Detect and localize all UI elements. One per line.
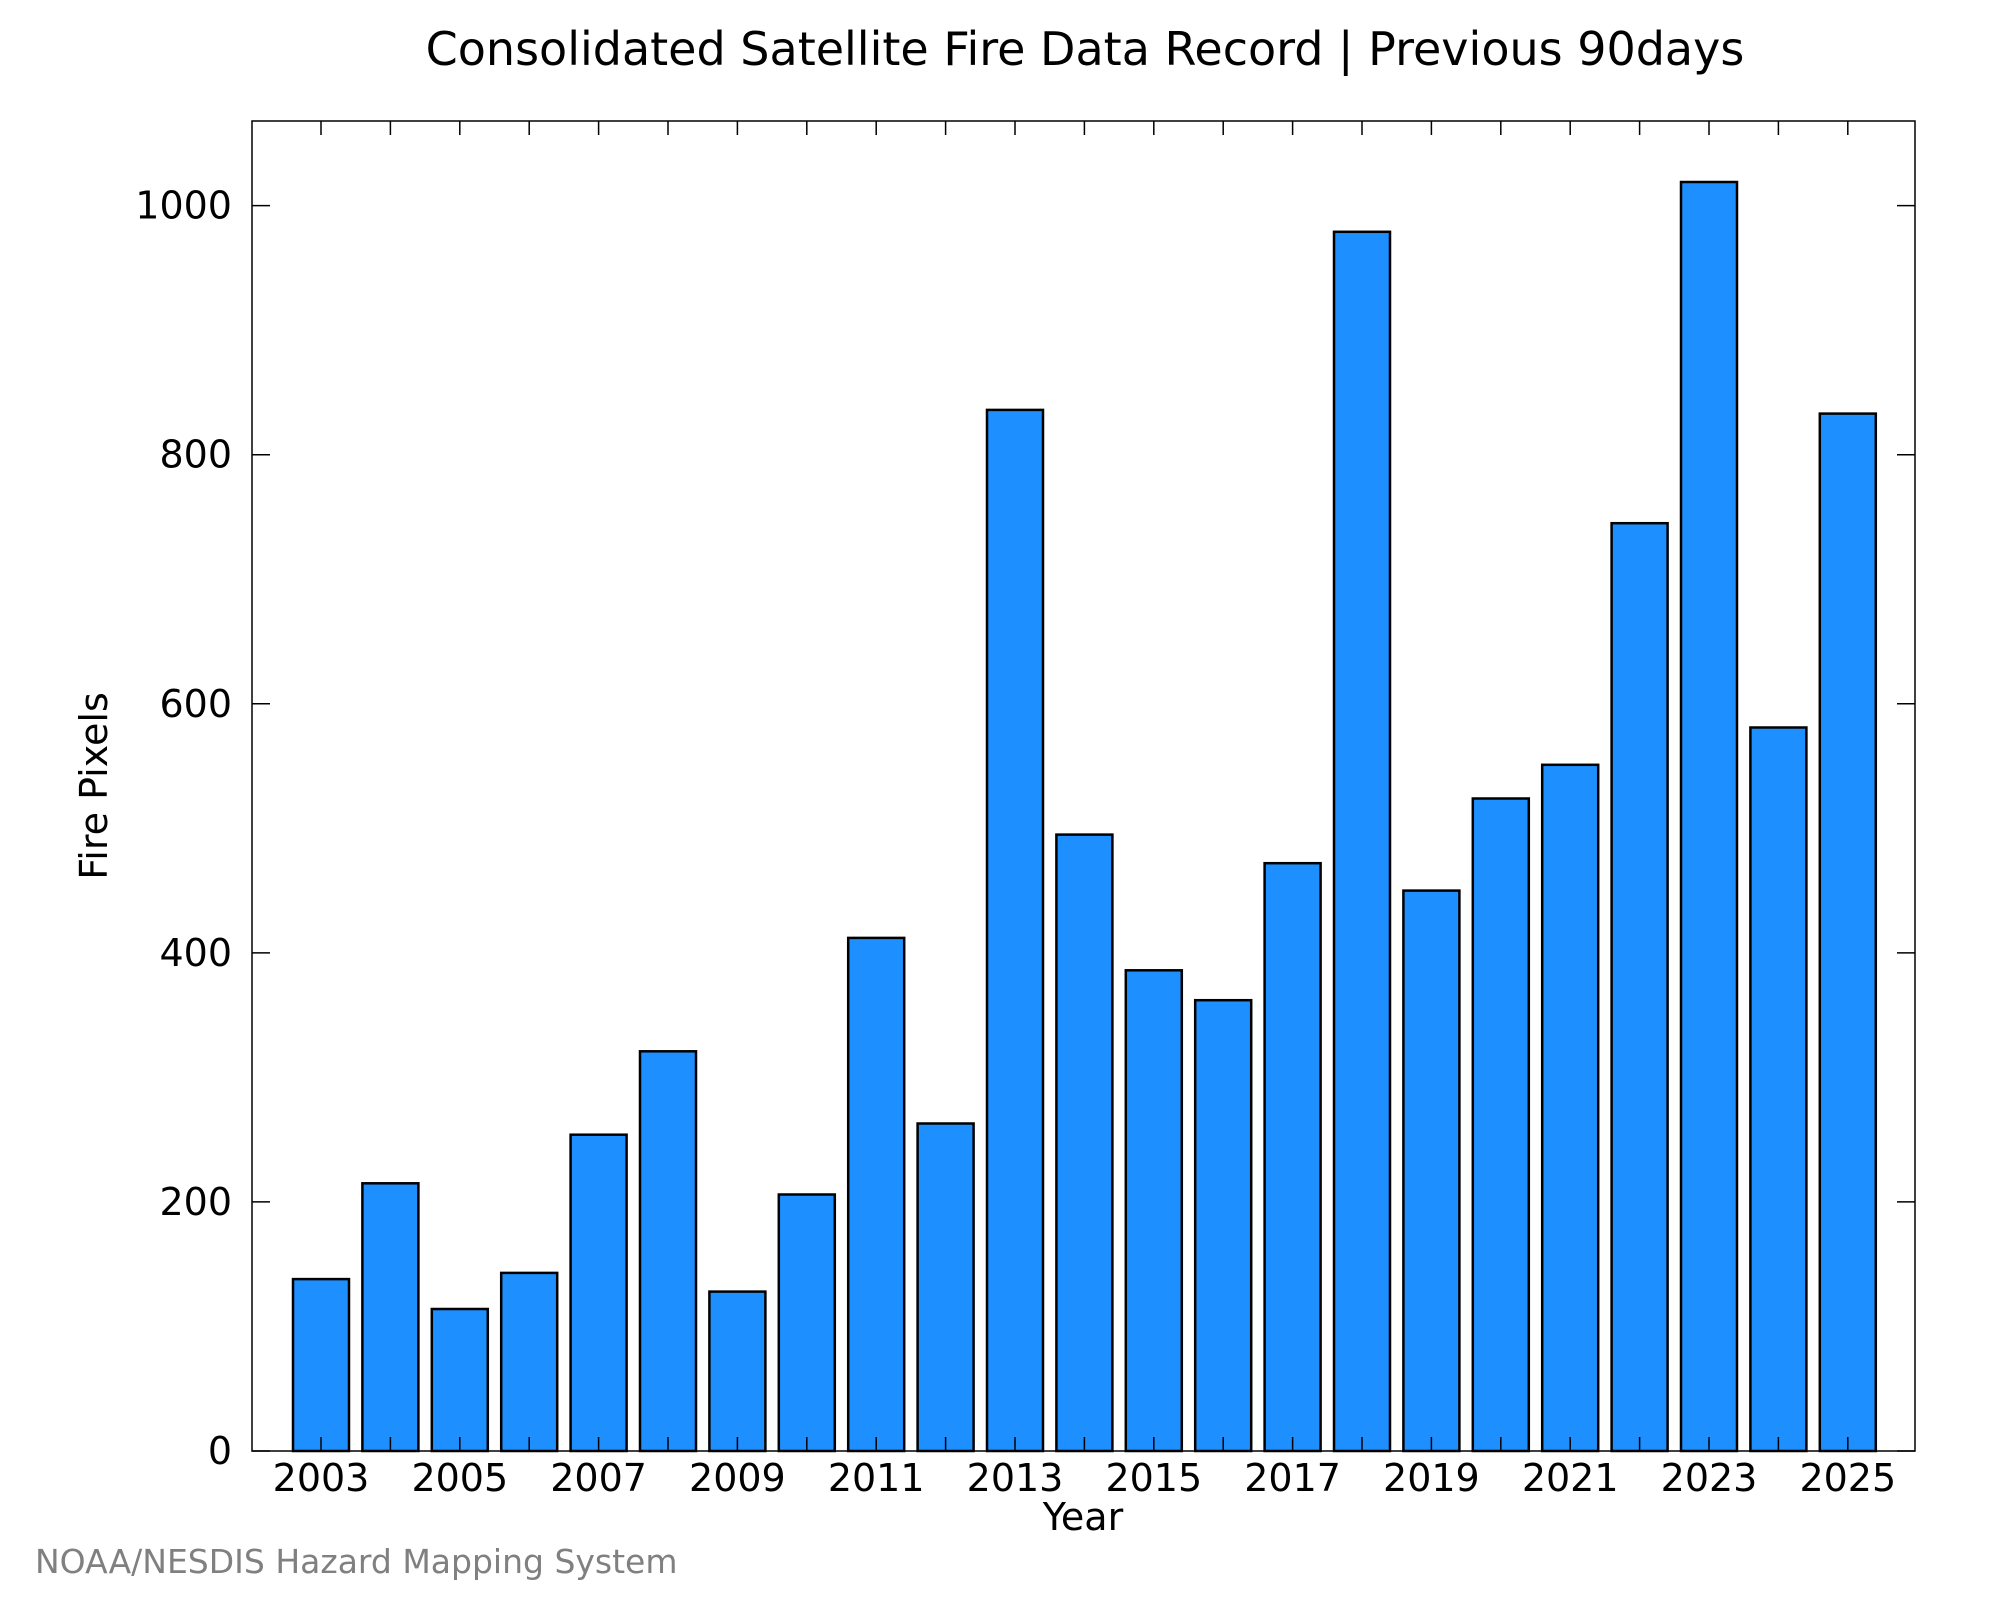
bar-2004: [361, 1182, 420, 1453]
x-axis-tick-labels: 2003 2005 2007 2009 2011 2013 2015 2017 2019 2021…: [273, 1456, 1897, 1500]
y-tick-label-200: 200: [159, 1180, 232, 1224]
x-tick-label-2023: 2023: [1661, 1456, 1758, 1500]
bar-2020: [1471, 797, 1531, 1453]
chart-title: Consolidated Satellite Fire Data Record …: [426, 22, 1745, 77]
bar-2024: [1749, 726, 1808, 1453]
x-tick-label-2013: 2013: [967, 1456, 1064, 1500]
bar-2019: [1402, 889, 1461, 1453]
x-tick-label-2025: 2025: [1799, 1456, 1896, 1500]
bar-2017: [1263, 861, 1322, 1453]
bars-group: [291, 180, 1878, 1453]
x-tick-label-2011: 2011: [828, 1456, 925, 1500]
bar-2018: [1332, 230, 1392, 1453]
x-tick-label-2003: 2003: [273, 1456, 370, 1500]
bar-2023: [1679, 180, 1739, 1453]
bar-2006: [499, 1271, 559, 1453]
y-axis-title: Fire Pixels: [72, 692, 116, 880]
x-tick-label-2015: 2015: [1105, 1456, 1202, 1500]
x-tick-label-2021: 2021: [1522, 1456, 1619, 1500]
x-tick-label-2017: 2017: [1244, 1456, 1341, 1500]
bar-2008: [638, 1050, 698, 1453]
bar-2007: [569, 1133, 628, 1453]
y-axis-tick-labels: 0 200 400 600 800 1000: [135, 184, 232, 1473]
credit-text: NOAA/NESDIS Hazard Mapping System: [35, 1542, 678, 1581]
bar-2010: [777, 1193, 837, 1453]
x-tick-label-2005: 2005: [411, 1456, 508, 1500]
bar-2011: [846, 936, 906, 1453]
bar-2014: [1055, 833, 1114, 1453]
bar-2005: [430, 1307, 490, 1453]
y-tick-label-600: 600: [159, 682, 232, 726]
bar-2013: [985, 408, 1045, 1453]
bar-2016: [1193, 998, 1253, 1453]
bar-2025: [1818, 412, 1878, 1453]
y-tick-label-0: 0: [208, 1429, 232, 1473]
plot-frame: [251, 120, 1916, 1452]
x-tick-label-2019: 2019: [1383, 1456, 1480, 1500]
bar-2003: [291, 1277, 351, 1453]
x-tick-label-2007: 2007: [550, 1456, 647, 1500]
x-tick-label-2009: 2009: [689, 1456, 786, 1500]
bar-2021: [1540, 763, 1600, 1453]
x-axis-title: Year: [1042, 1495, 1124, 1539]
bar-2012: [916, 1122, 975, 1453]
bar-2015: [1124, 969, 1184, 1453]
y-tick-label-400: 400: [159, 931, 232, 975]
y-tick-label-1000: 1000: [135, 184, 232, 228]
bar-2022: [1610, 521, 1669, 1453]
bar-2009: [708, 1290, 767, 1453]
y-tick-label-800: 800: [159, 433, 232, 477]
